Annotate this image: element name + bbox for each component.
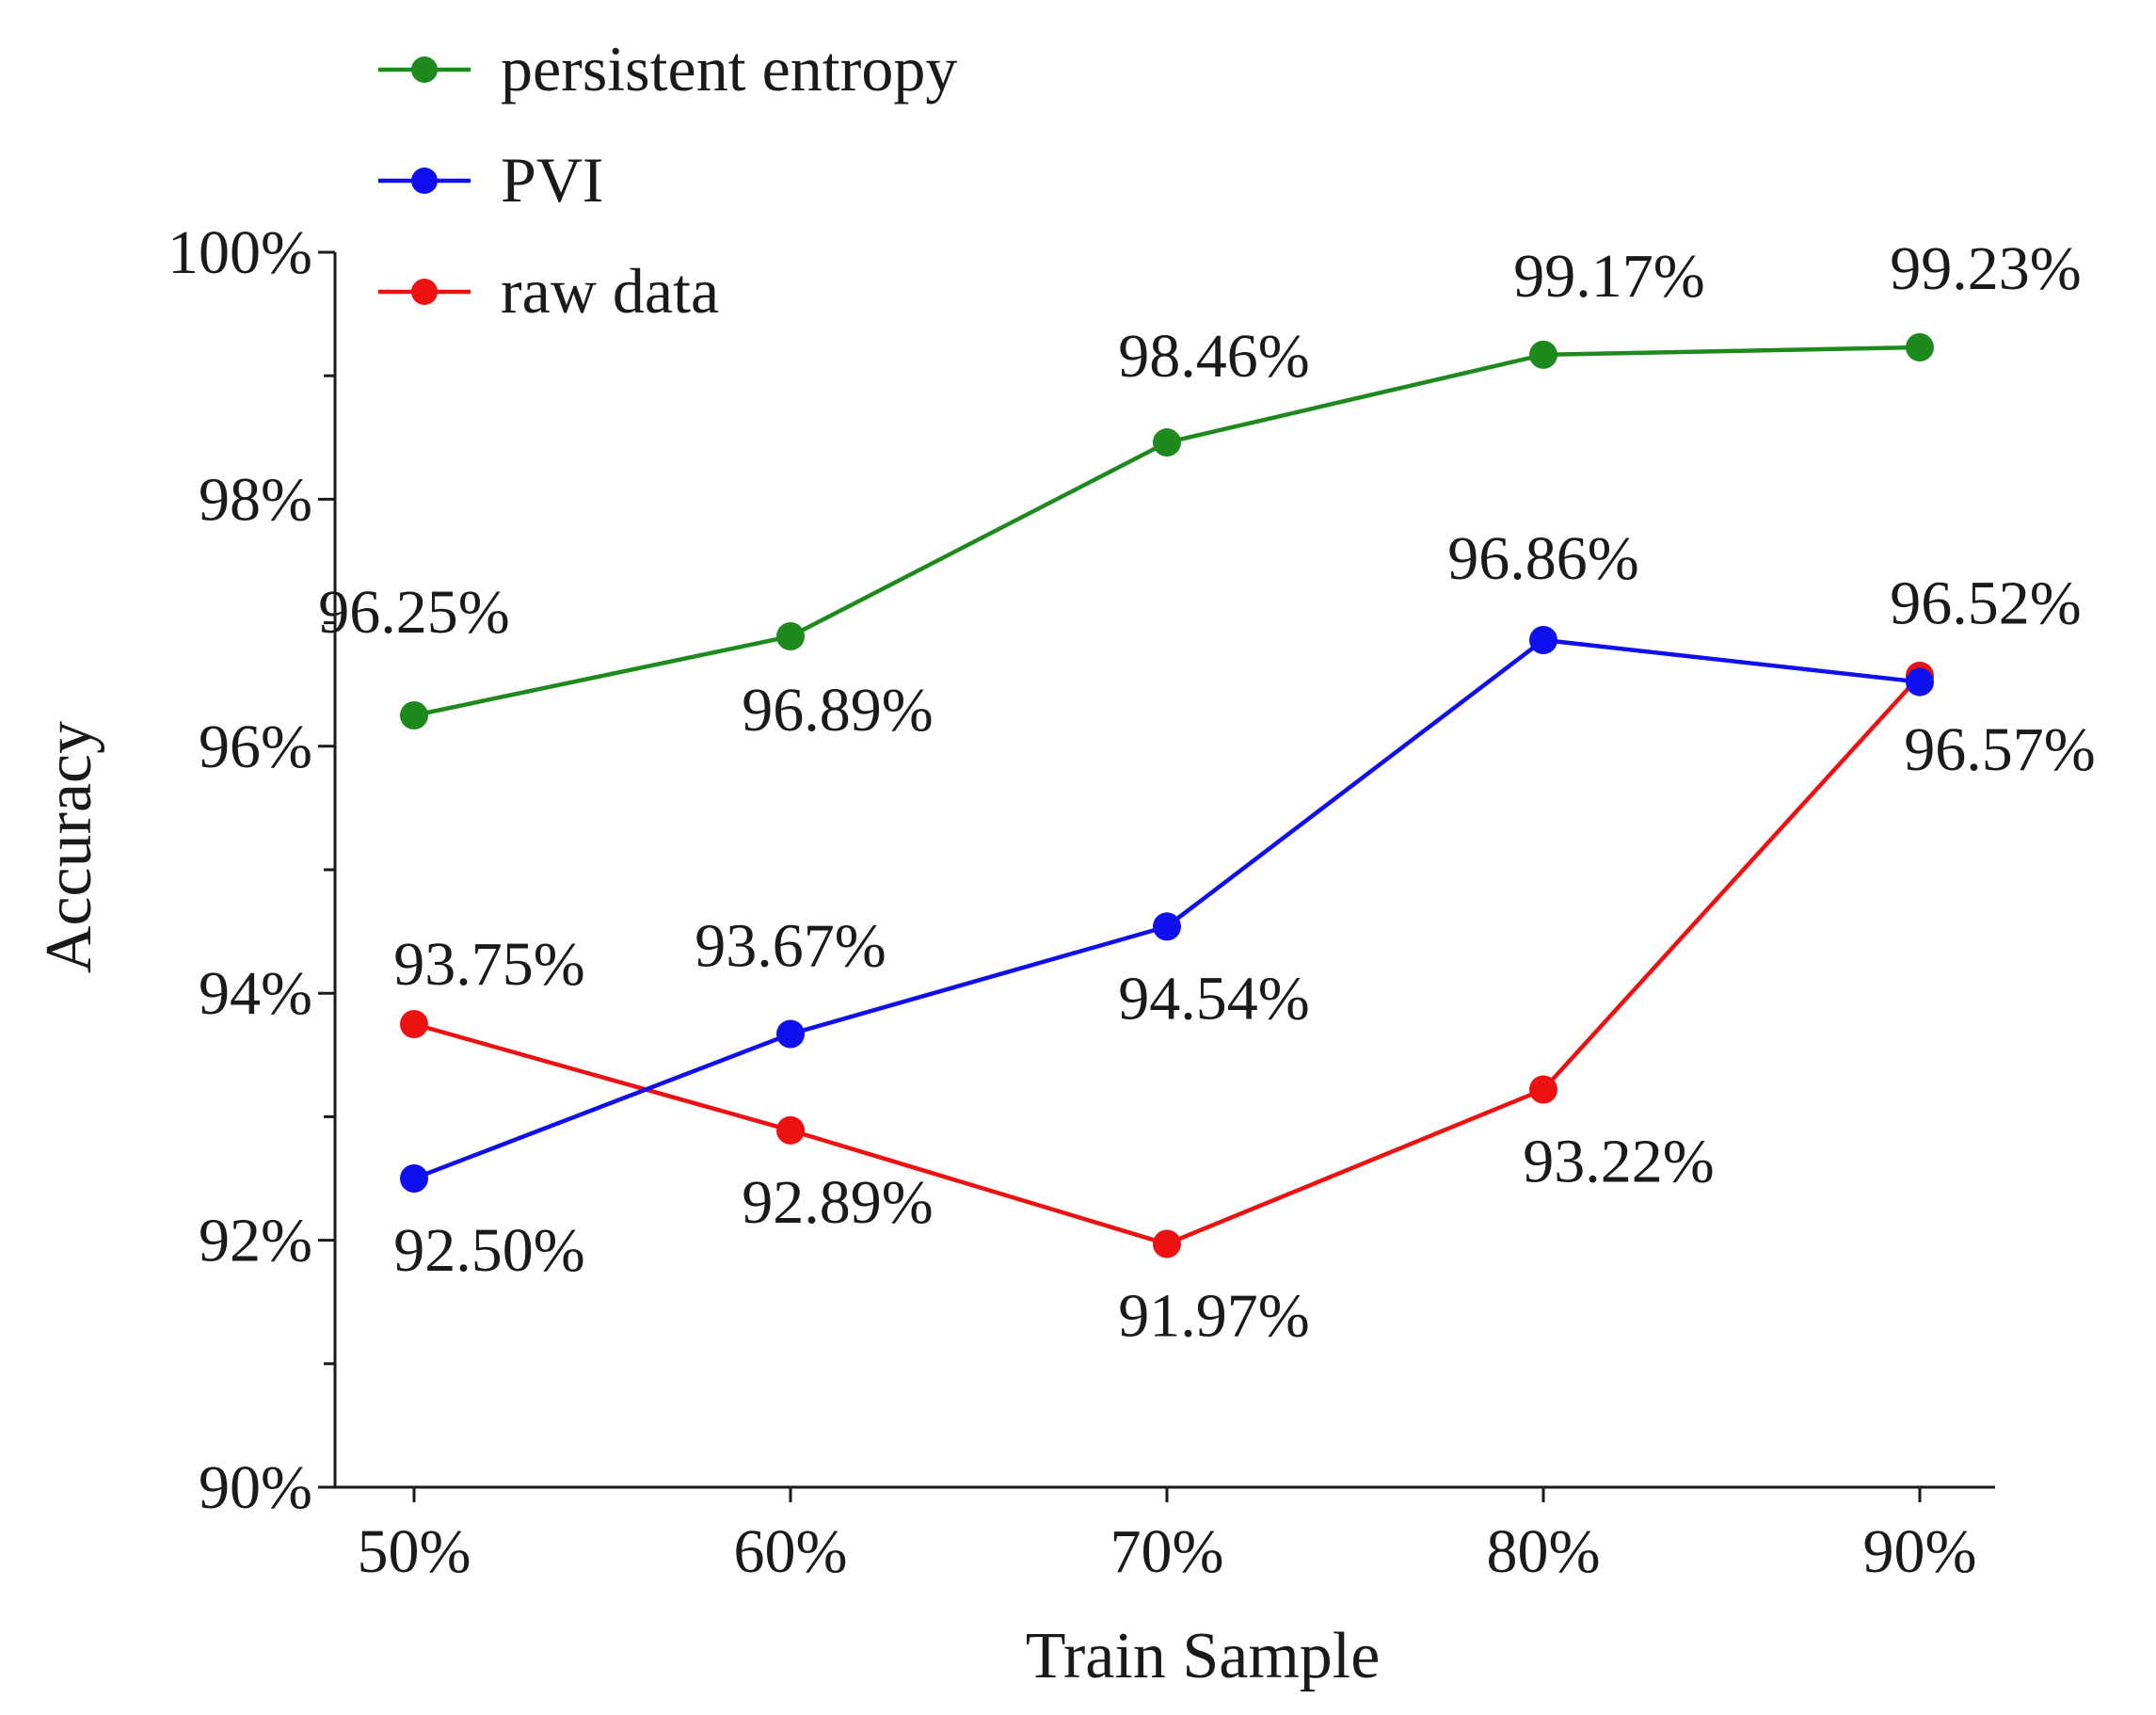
data-label-2-0: 93.75% [393,930,584,999]
x-tick-label: 80% [1487,1517,1601,1586]
data-point-1-3 [1529,625,1557,654]
x-tick-label: 70% [1110,1517,1224,1586]
data-label-0-4: 99.23% [1890,234,2081,303]
legend-label-0: persistent entropy [501,33,957,104]
data-point-2-0 [400,1010,428,1038]
y-tick-label: 96% [199,713,312,781]
legend-marker-1 [411,168,438,194]
data-label-2-4: 96.57% [1904,715,2095,784]
y-tick-label: 100% [168,218,312,287]
data-label-1-1: 93.67% [695,911,886,980]
data-label-2-1: 92.89% [742,1168,933,1237]
data-point-1-0 [400,1164,428,1193]
axes: 90% 92% 94% 96% 98% 100% 50% 60% 70% 80% 90% Train … [33,218,1995,1692]
y-tick-label: 90% [199,1453,312,1522]
data-label-0-1: 96.89% [742,676,933,745]
legend-label-2: raw data [501,255,719,327]
data-labels: 96.25% 96.89% 98.46% 99.17% 99.23% 92.50% 93.6… [318,234,2095,1351]
data-point-0-3 [1529,340,1557,369]
data-label-2-2: 91.97% [1118,1282,1309,1351]
x-tick-label: 90% [1863,1517,1977,1586]
data-label-0-0: 96.25% [318,578,509,647]
x-tick-label: 50% [358,1517,471,1586]
legend-label-1: PVI [501,144,604,216]
data-point-1-2 [1153,912,1181,941]
y-axis-title: Accuracy [33,721,105,973]
data-point-0-4 [1906,333,1934,362]
data-label-2-3: 93.22% [1523,1128,1714,1196]
series-line-0 [413,345,1921,718]
data-point-2-3 [1529,1075,1557,1104]
x-axis-title: Train Sample [1026,1620,1381,1692]
data-point-0-0 [400,701,428,729]
data-label-1-3: 96.86% [1447,524,1638,593]
data-point-2-1 [776,1115,805,1145]
data-point-1-1 [776,1019,805,1049]
series-lines [400,333,1934,1258]
data-point-1-4 [1906,667,1934,697]
x-tick-label: 60% [734,1517,848,1586]
data-label-1-2: 94.54% [1118,964,1309,1033]
data-point-0-1 [776,622,805,651]
y-tick-label: 98% [199,465,312,534]
legend-marker-2 [411,279,438,305]
data-label-1-0: 92.50% [393,1216,584,1285]
y-tick-label: 92% [199,1207,312,1275]
y-tick-label: 94% [199,959,312,1028]
data-label-0-3: 99.17% [1513,242,1704,311]
data-point-0-2 [1153,428,1181,457]
legend-marker-0 [411,56,438,83]
legend: persistent entropy PVI raw data [378,33,957,327]
data-label-0-2: 98.46% [1118,322,1309,391]
series-line-1 [413,637,1921,1181]
data-label-1-4: 96.52% [1890,569,2081,638]
data-point-2-2 [1153,1229,1181,1258]
